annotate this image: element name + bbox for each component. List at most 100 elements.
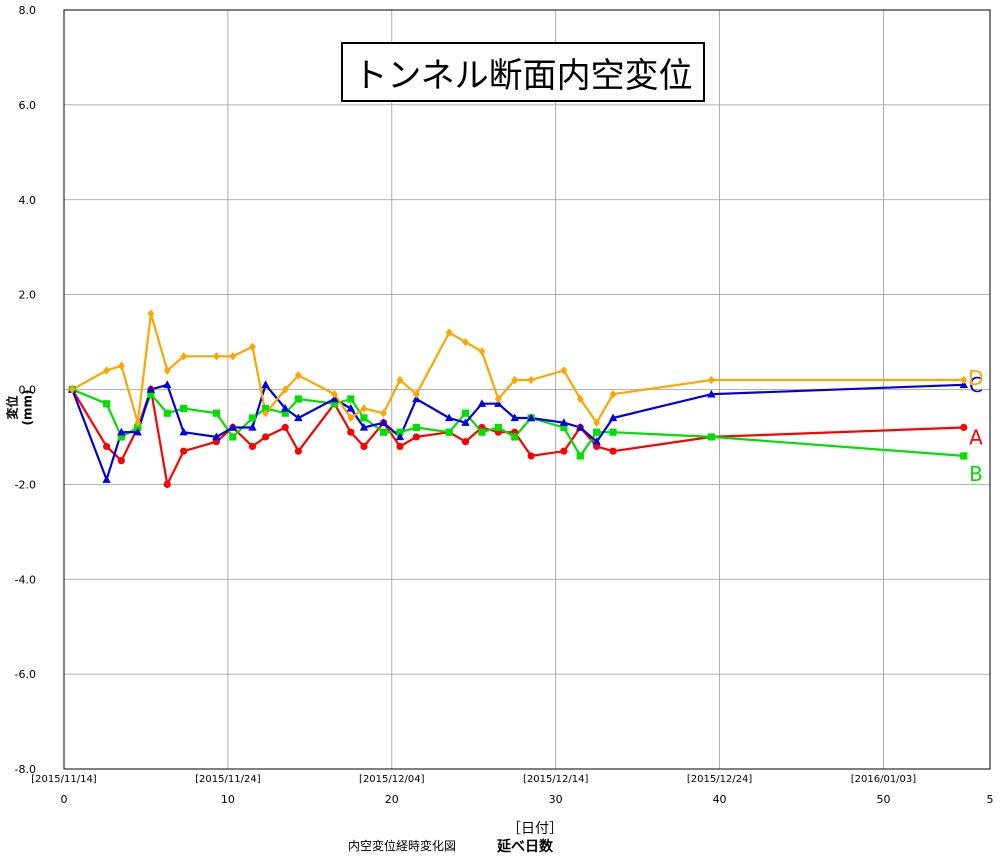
grid-lines xyxy=(64,9,990,770)
series-markers xyxy=(67,309,968,488)
data-point-B xyxy=(461,409,470,417)
data-point-B xyxy=(261,404,270,413)
data-point-B xyxy=(593,428,601,436)
data-point-C xyxy=(444,413,454,422)
data-point-C xyxy=(228,422,238,431)
data-point-D xyxy=(478,347,486,356)
series-label-A: A xyxy=(969,425,983,449)
data-point-C xyxy=(261,380,270,388)
y-tick-label: 0.0 xyxy=(19,384,37,397)
data-point-D xyxy=(68,385,76,394)
data-point-D xyxy=(147,309,155,318)
data-point-B xyxy=(248,414,257,422)
x-tick-label: 50 xyxy=(876,793,890,806)
x-tick-label: 5 xyxy=(987,793,994,806)
data-point-A xyxy=(560,447,568,455)
x-tick-label: 30 xyxy=(549,793,563,806)
date-tick-label: [2015/11/24] xyxy=(195,774,261,785)
data-point-A xyxy=(360,442,368,451)
data-point-D xyxy=(494,394,502,404)
x-axis-label-date: ［日付］ xyxy=(507,821,563,837)
data-point-B xyxy=(379,428,388,436)
data-point-B xyxy=(163,409,171,417)
data-point-A xyxy=(527,452,535,460)
data-point-A xyxy=(960,423,968,432)
series-label-D: D xyxy=(968,366,983,390)
x-tick-label: 0 xyxy=(61,793,68,806)
data-point-C xyxy=(248,422,257,431)
date-tick-label: [2016/01/03] xyxy=(851,774,917,785)
data-point-C xyxy=(461,418,470,426)
data-point-B xyxy=(445,428,453,436)
chart-title: トンネル断面内空変位 xyxy=(341,42,705,102)
data-point-B xyxy=(396,428,404,436)
data-point-B xyxy=(117,433,125,441)
data-point-D xyxy=(576,394,584,404)
data-point-B xyxy=(609,428,617,436)
data-point-D xyxy=(294,371,302,380)
data-point-D xyxy=(462,337,469,347)
data-point-C xyxy=(281,403,290,412)
x-axis-label-days: 延べ日数 xyxy=(497,839,553,855)
data-point-D xyxy=(593,418,601,427)
data-point-C xyxy=(163,380,172,388)
data-point-C xyxy=(359,422,369,431)
series-label-C: C xyxy=(969,373,983,397)
data-point-C xyxy=(576,422,585,431)
data-point-A xyxy=(163,480,171,488)
date-tick-label: [2015/11/14] xyxy=(31,774,97,785)
data-point-D xyxy=(213,352,220,361)
data-point-B xyxy=(511,433,519,441)
data-point-D xyxy=(331,390,338,399)
data-point-C xyxy=(592,437,601,445)
data-point-A xyxy=(281,423,289,432)
data-point-A xyxy=(180,447,188,455)
data-point-D xyxy=(347,413,355,423)
data-point-A xyxy=(412,433,420,441)
date-tick-label: [2015/12/04] xyxy=(359,774,425,785)
plot-area-frame xyxy=(63,9,991,770)
data-point-D xyxy=(134,418,142,427)
data-point-B xyxy=(212,409,221,417)
data-point-A xyxy=(103,442,111,451)
data-point-C xyxy=(102,475,111,483)
data-point-D xyxy=(103,366,111,375)
data-point-C xyxy=(707,389,716,398)
data-point-D xyxy=(229,352,237,361)
data-point-D xyxy=(249,342,256,352)
data-point-A xyxy=(609,447,617,455)
y-axis-ticks: 8.0 6.0 4.0 2.0 0.0 -2.0 -4.0 -6.0 -8.0 xyxy=(15,4,36,776)
x-tick-label: 40 xyxy=(713,793,727,806)
data-point-D xyxy=(180,352,188,361)
data-point-A xyxy=(117,457,125,465)
data-point-B xyxy=(103,400,111,408)
data-point-B xyxy=(294,395,302,403)
data-point-C xyxy=(346,403,356,412)
date-tick-label: [2015/12/14] xyxy=(523,774,589,785)
data-point-B xyxy=(478,428,486,436)
series-lines xyxy=(71,312,964,486)
data-point-B xyxy=(707,433,715,441)
x-tick-label: 20 xyxy=(385,793,399,806)
data-point-A xyxy=(461,438,470,446)
data-point-C xyxy=(212,432,221,441)
x-axis-date-ticks: [2015/11/14] [2015/11/24] [2015/12/04] [201… xyxy=(31,774,916,785)
data-point-D xyxy=(380,409,387,418)
data-point-A xyxy=(248,442,257,451)
data-point-B xyxy=(134,423,142,432)
data-point-D xyxy=(262,409,269,418)
y-tick-label: -8.0 xyxy=(15,763,36,776)
data-point-D xyxy=(412,390,420,399)
y-tick-label: 8.0 xyxy=(19,4,37,17)
data-point-D xyxy=(396,375,404,385)
x-tick-label: 10 xyxy=(221,793,235,806)
data-point-C xyxy=(179,427,188,436)
data-point-C xyxy=(117,427,126,436)
data-point-A xyxy=(347,428,355,436)
data-point-D xyxy=(960,375,968,385)
data-point-B xyxy=(960,452,968,460)
data-point-D xyxy=(117,361,125,370)
data-point-C xyxy=(559,418,569,426)
data-point-C xyxy=(133,427,142,436)
